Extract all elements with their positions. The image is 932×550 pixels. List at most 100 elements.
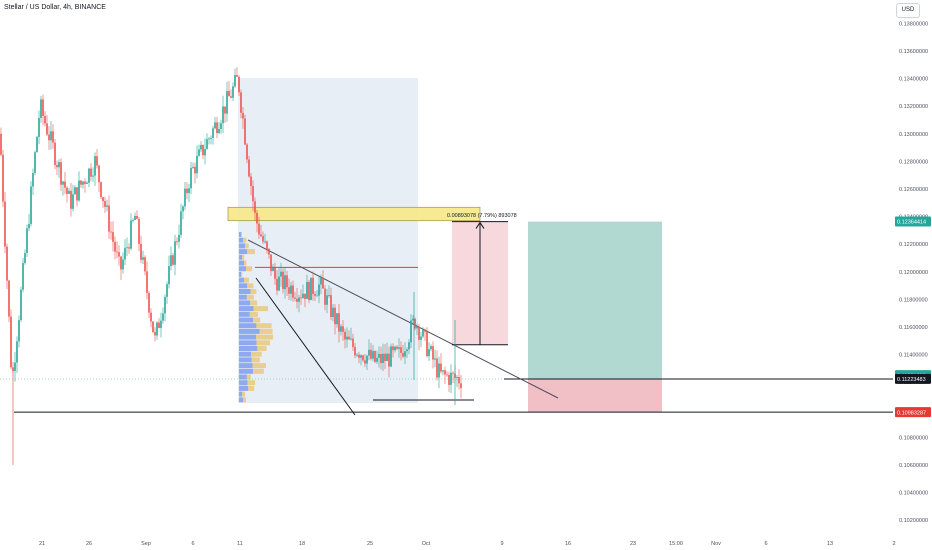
volume-profile-bar-up (239, 334, 256, 340)
price-axis-tick: 0.12200000 (899, 242, 928, 248)
candle-body (386, 353, 388, 361)
candle-body (420, 336, 422, 340)
candle-body (298, 297, 300, 302)
candle-body (376, 357, 378, 362)
candle-body (394, 346, 396, 351)
candle-body (138, 218, 140, 244)
target-price-badge-bg (895, 216, 931, 227)
candle-body (356, 354, 358, 356)
candle-body (10, 316, 12, 368)
candle-body (164, 296, 166, 314)
candle-body (50, 131, 52, 141)
volume-profile-bar-down (245, 243, 249, 249)
candle-body (292, 285, 294, 298)
candle-body (272, 267, 274, 272)
candle-body (26, 228, 28, 254)
candle-body (168, 266, 170, 285)
volume-profile-bar-down (256, 334, 273, 340)
volume-profile-bar-up (239, 289, 251, 294)
volume-profile-bar-down (247, 249, 255, 255)
candle-body (194, 166, 196, 174)
candle-body (90, 168, 92, 177)
price-axis-tick: 0.12600000 (899, 187, 928, 193)
volume-profile-bar-down (252, 363, 266, 369)
candle-body (274, 267, 276, 279)
candle-body (294, 297, 296, 299)
candle-body (126, 247, 128, 249)
candle-body (196, 155, 198, 174)
fib-zone (227, 206, 481, 222)
time-axis-tick: 15:00 (669, 541, 683, 547)
candle-body (450, 372, 452, 385)
candle-body (348, 336, 350, 340)
volume-profile-bar-down (247, 380, 256, 386)
candle-body (100, 182, 102, 198)
candle-body (208, 138, 210, 140)
candle-body (342, 326, 344, 332)
target-zone (528, 221, 662, 379)
volume-profile-bar-up (239, 391, 242, 397)
volume-profile-bar-up (239, 306, 254, 312)
candle-body (134, 215, 136, 221)
volume-profile-bar-up (239, 311, 250, 317)
candle-body (270, 254, 272, 272)
candle-body (354, 346, 356, 356)
candle-body (146, 271, 148, 293)
candle-body (66, 187, 68, 194)
candle-body (246, 144, 248, 160)
candle-body (264, 241, 266, 243)
volume-profile-bar-up (239, 260, 244, 266)
candle-body (368, 349, 370, 356)
candle-body (210, 138, 212, 139)
candle-body (432, 346, 434, 360)
candle-body (388, 353, 390, 367)
volume-profile-bar-down (246, 374, 251, 380)
candle-body (330, 295, 332, 318)
current-price-badge: 0.11223483 (897, 377, 926, 383)
candle-body (322, 277, 324, 289)
volume-profile-bar-up (239, 363, 253, 369)
candle-body (360, 355, 362, 358)
candle-body (442, 370, 444, 372)
candle-body (340, 326, 342, 332)
candle-body (34, 152, 36, 173)
candle-body (172, 255, 174, 265)
candle-body (364, 360, 366, 364)
currency-button[interactable]: USD (896, 3, 920, 18)
volume-profile-bar-down (243, 237, 247, 243)
candle-body (280, 271, 282, 277)
candle-body (188, 188, 190, 194)
stop-price-badge-bg (895, 407, 931, 418)
candle-body (154, 332, 156, 336)
candle-body (308, 281, 310, 301)
candle-body (214, 122, 216, 129)
candle-body (422, 329, 424, 337)
volume-profile-area (238, 78, 418, 403)
price-axis-tick: 0.12000000 (899, 270, 928, 276)
volume-profile-bar-down (251, 351, 262, 357)
candle-body (156, 322, 158, 336)
candle-body (396, 346, 398, 349)
volume-profile-bar-down (251, 357, 260, 363)
time-axis-tick: Sep (141, 541, 151, 547)
volume-profile-bar-up (239, 380, 248, 386)
volume-profile-bar-up (239, 254, 242, 260)
volume-profile-bar-down (253, 368, 264, 374)
candle-body (186, 188, 188, 194)
candle-body (124, 247, 126, 260)
candle-body (284, 275, 286, 290)
candle-body (228, 91, 230, 97)
candle-body (60, 162, 62, 185)
candle-body (36, 136, 38, 153)
candle-body (56, 165, 58, 168)
measure-annotation: 0.00893078 (7.79%) 893078 (447, 213, 517, 219)
candle-body (314, 294, 316, 296)
candle-body (276, 278, 278, 291)
candle-body (170, 255, 172, 267)
volume-profile-bar-down (244, 277, 249, 283)
candle-body (362, 355, 364, 361)
candle-body (302, 293, 304, 298)
time-axis-tick: 6 (191, 541, 194, 547)
